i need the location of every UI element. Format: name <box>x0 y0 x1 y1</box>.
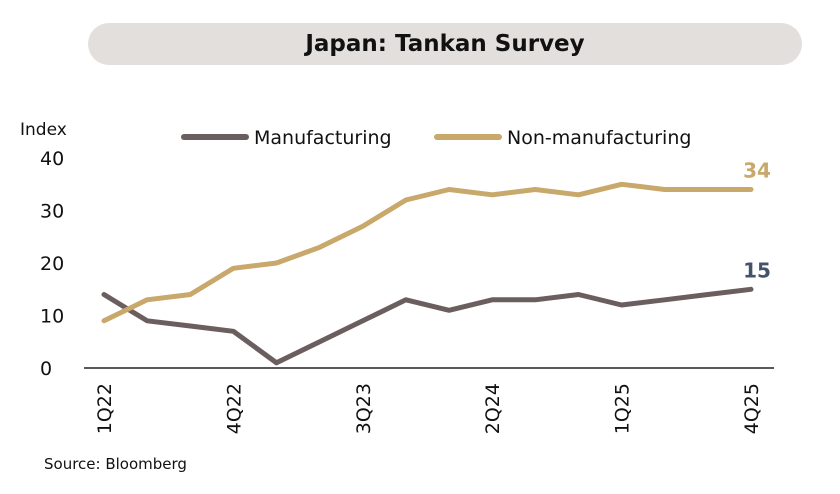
y-axis-label: Index <box>20 120 67 140</box>
x-tick-label: 2Q24 <box>482 383 504 434</box>
x-tick-label: 1Q22 <box>94 383 116 434</box>
x-tick-label: 4Q25 <box>741 383 763 434</box>
x-tick-label: 3Q23 <box>353 383 375 434</box>
data-label: 15 <box>743 258 771 282</box>
legend-label: Manufacturing <box>254 127 392 149</box>
chart-title: Japan: Tankan Survey <box>305 31 585 57</box>
x-tick-label: 1Q25 <box>612 383 634 434</box>
y-tick-label: 20 <box>40 253 64 275</box>
chart-title-bar: Japan: Tankan Survey <box>88 23 802 65</box>
source-note: Source: Bloomberg <box>44 455 187 473</box>
y-tick-label: 30 <box>40 201 64 223</box>
data-label: 34 <box>743 159 771 183</box>
y-tick-label: 40 <box>40 148 64 170</box>
y-tick-label: 10 <box>40 306 64 328</box>
series-line <box>101 181 754 324</box>
x-tick-label: 4Q22 <box>223 383 245 434</box>
legend-label: Non-manufacturing <box>507 127 691 149</box>
series-line <box>101 286 754 366</box>
y-tick-label: 0 <box>40 358 52 380</box>
